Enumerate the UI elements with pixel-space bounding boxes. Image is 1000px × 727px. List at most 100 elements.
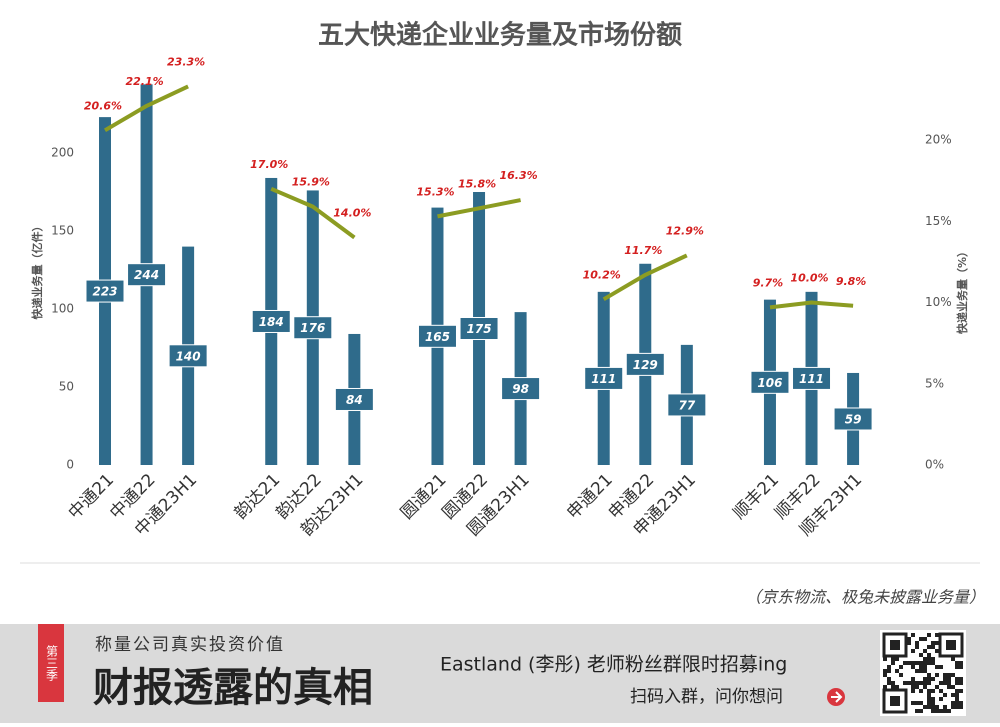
qr-dot (891, 657, 895, 661)
x-tick-label: 中通21 (65, 470, 118, 523)
qr-dot (951, 693, 955, 697)
bar-value-label: 59 (845, 412, 862, 426)
banner-bg (0, 624, 1000, 723)
share-label: 11.7% (624, 244, 662, 257)
qr-dot (959, 681, 963, 685)
qr-dot (959, 689, 963, 693)
qr-dot (907, 637, 911, 641)
qr-dot (915, 701, 919, 705)
qr-dot (947, 685, 951, 689)
share-label: 23.3% (167, 55, 205, 68)
qr-dot (931, 645, 935, 649)
qr-finder (882, 688, 908, 714)
qr-dot (951, 673, 955, 677)
qr-dot (927, 693, 931, 697)
qr-dot (959, 701, 963, 705)
bar-value-label: 165 (425, 330, 450, 344)
share-label: 15.3% (416, 185, 454, 198)
label-box (168, 344, 208, 368)
share-label: 9.7% (753, 276, 784, 289)
label-box (625, 352, 665, 376)
qr-dot (915, 681, 919, 685)
qr-dot (911, 689, 915, 693)
qr-dot (931, 709, 935, 713)
y-tick-label: 100 (51, 302, 74, 316)
qr-dot (915, 685, 919, 689)
y2-axis-label: 快递业务量（%） (955, 246, 969, 335)
label-box (127, 263, 167, 287)
qr-dot (883, 657, 887, 661)
y-tick-label: 50 (59, 380, 74, 394)
qr-dot (955, 697, 959, 701)
action: 扫码入群，问你想问 (630, 687, 783, 707)
qr-dot (895, 669, 899, 673)
qr-dot (935, 641, 939, 645)
qr-dot (959, 661, 963, 665)
qr-dot (955, 689, 959, 693)
qr-dot (931, 657, 935, 661)
qr-dot (923, 649, 927, 653)
qr-dot (947, 681, 951, 685)
qr-dot (951, 685, 955, 689)
qr-dot (955, 693, 959, 697)
qr-dot (927, 701, 931, 705)
qr-dot (935, 705, 939, 709)
qr-dot (947, 677, 951, 681)
qr-dot (911, 677, 915, 681)
y2-tick-label: 0% (925, 458, 944, 472)
qr-dot (931, 697, 935, 701)
qr-dot (935, 633, 939, 637)
qr-dot (943, 673, 947, 677)
qr-dot (927, 705, 931, 709)
label-box (417, 324, 457, 348)
label-box (334, 387, 374, 411)
share-label: 9.8% (836, 275, 867, 288)
share-line (103, 84, 854, 310)
share-label: 22.1% (125, 75, 163, 88)
qr-dot (915, 669, 919, 673)
qr-dot (915, 709, 919, 713)
label-box (750, 370, 790, 394)
y-tick-label: 200 (51, 146, 74, 160)
qr-dot (895, 657, 899, 661)
qr-finder (938, 632, 964, 658)
qr-dot (919, 665, 923, 669)
qr-dot (915, 641, 919, 645)
bar-value-label: 176 (300, 321, 325, 335)
qr-dot (955, 677, 959, 681)
qr-dot (955, 681, 959, 685)
footnote: （京东物流、极兔未披露业务量） (745, 588, 985, 607)
chart-title: 五大快递企业业务量及市场份额 (318, 20, 682, 51)
share-label: 16.3% (500, 169, 538, 182)
qr-dot (935, 685, 939, 689)
qr-dot (907, 681, 911, 685)
qr-dot (883, 673, 887, 677)
qr-dot (911, 685, 915, 689)
bar-value-label: 111 (799, 372, 824, 386)
label-box (584, 366, 624, 390)
qr-finder (946, 640, 956, 650)
label-box (459, 317, 499, 340)
qr-dot (931, 701, 935, 705)
qr-dot (927, 653, 931, 657)
qr-dot (919, 653, 923, 657)
qr-dot (923, 637, 927, 641)
qr-dot (899, 673, 903, 677)
qr-dot (919, 709, 923, 713)
qr-dot (927, 673, 931, 677)
qr-dot (895, 685, 899, 689)
qr-dot (935, 665, 939, 669)
qr-dot (951, 705, 955, 709)
qr-dot (923, 705, 927, 709)
qr-dot (943, 693, 947, 697)
qr-dot (951, 701, 955, 705)
qr-dot (907, 661, 911, 665)
qr-dot (919, 689, 923, 693)
label-box (833, 407, 873, 431)
banner: 第三季 称量公司真实投资价值 财报透露的真相 Eastland (李彤) 老师粉… (0, 624, 1000, 723)
share-label: 10.0% (790, 272, 828, 285)
share-label: 12.9% (666, 224, 704, 237)
qr-dot (955, 661, 959, 665)
qr-dot (959, 677, 963, 681)
